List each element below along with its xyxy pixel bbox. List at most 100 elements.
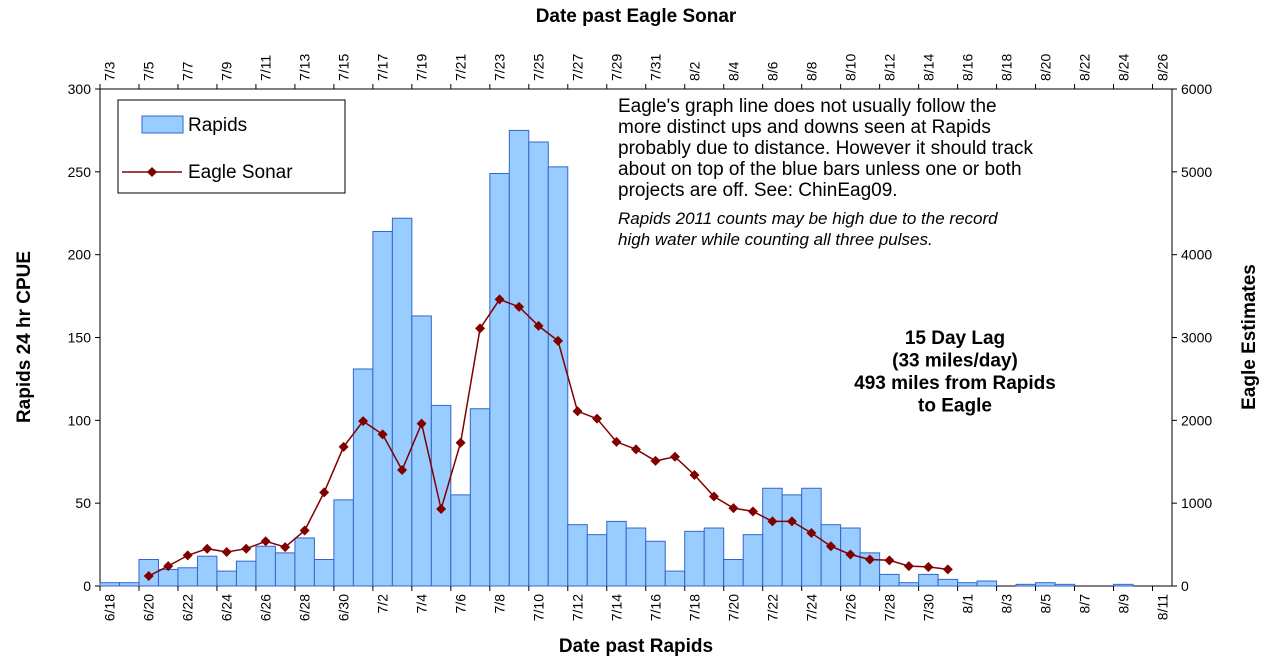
y-tick-label: 150 (68, 330, 92, 346)
x2-tick-label: 7/13 (297, 54, 313, 81)
bar (937, 578, 959, 587)
marker (163, 561, 174, 572)
y-tick-label: 300 (68, 81, 92, 97)
x2-tick-label: 8/10 (842, 54, 858, 81)
x-tick-label: 7/10 (531, 594, 547, 621)
x-tick-label: 7/26 (842, 594, 858, 621)
bar (781, 494, 803, 587)
x2-tick-label: 8/22 (1076, 54, 1092, 81)
x-axis-title: Date past Rapids (559, 636, 713, 657)
marker (280, 542, 291, 553)
marker (747, 506, 758, 517)
x-tick-label: 7/4 (414, 594, 430, 614)
bar (1054, 583, 1076, 587)
bar (1113, 583, 1134, 587)
bar (703, 527, 725, 587)
x-tick-label: 7/24 (803, 594, 819, 621)
bar (606, 520, 627, 587)
lag-note: 493 miles from Rapids (854, 373, 1056, 394)
bar (547, 166, 569, 587)
x-tick-label: 6/30 (336, 594, 352, 621)
marker (221, 547, 232, 558)
bar (118, 582, 140, 587)
x-tick-label: 8/3 (998, 594, 1014, 614)
bar (352, 368, 374, 587)
x2-tick-label: 7/15 (336, 54, 352, 81)
x-tick-label: 6/28 (297, 594, 313, 621)
marker (669, 451, 680, 462)
bar (625, 527, 647, 587)
bar (586, 534, 608, 587)
bar (1015, 583, 1037, 587)
x2-tick-label: 7/7 (180, 61, 196, 81)
x2-tick-label: 8/12 (881, 54, 897, 81)
x-tick-label: 6/18 (102, 594, 118, 621)
x2-tick-label: 8/26 (1154, 54, 1170, 81)
marker (338, 441, 349, 452)
x2-tick-label: 7/5 (141, 61, 157, 81)
legend-marker (147, 167, 157, 177)
marker (650, 455, 661, 466)
y2-tick-label: 3000 (1181, 330, 1212, 346)
bar (177, 567, 198, 587)
note: high water while counting all three puls… (618, 230, 933, 249)
y-tick-label: 0 (83, 578, 91, 594)
bar (391, 217, 413, 587)
bar (508, 129, 530, 587)
x-tick-label: 6/24 (219, 594, 235, 621)
y-tick-label: 50 (75, 495, 91, 511)
x2-tick-label: 8/14 (920, 54, 936, 81)
marker (942, 564, 953, 575)
note: Rapids 2011 counts may be high due to th… (618, 209, 998, 228)
marker (806, 527, 817, 538)
bar (723, 558, 744, 587)
bar (255, 545, 276, 587)
bar (1035, 582, 1056, 587)
lag-note: to Eagle (918, 396, 992, 417)
marker (825, 541, 836, 552)
x-tick-label: 7/22 (764, 594, 780, 621)
bar (976, 580, 998, 587)
x-tick-label: 7/20 (725, 594, 741, 621)
x2-tick-label: 7/29 (609, 54, 625, 81)
x2-tick-label: 8/8 (803, 61, 819, 81)
bar (196, 555, 218, 587)
bar (762, 487, 783, 587)
x2-tick-label: 7/25 (531, 54, 547, 81)
marker (689, 470, 700, 481)
marker (182, 550, 193, 561)
x2-tick-label: 8/6 (764, 61, 780, 81)
y2-tick-label: 2000 (1181, 412, 1212, 428)
legend-label: Eagle Sonar (188, 162, 293, 183)
x2-tick-label: 8/2 (686, 61, 702, 81)
bar (274, 552, 296, 587)
y-tick-label: 100 (68, 412, 92, 428)
bar (664, 570, 686, 587)
bar (99, 582, 120, 587)
marker (319, 487, 330, 498)
y2-tick-label: 5000 (1181, 164, 1212, 180)
legend-swatch (141, 115, 184, 134)
x2-tick-label: 7/21 (453, 54, 469, 81)
marker (553, 335, 564, 346)
marker (923, 561, 934, 572)
y-axis-title: Rapids 24 hr CPUE (14, 251, 35, 423)
bar (898, 582, 920, 587)
bar (216, 570, 237, 587)
x2-tick-label: 8/24 (1115, 54, 1131, 81)
bar (489, 172, 510, 587)
x-tick-label: 7/28 (881, 594, 897, 621)
x-tick-label: 7/16 (647, 594, 663, 621)
y2-tick-label: 1000 (1181, 495, 1212, 511)
annotation: more distinct ups and downs seen at Rapi… (618, 117, 991, 138)
annotation: about on top of the blue bars unless one… (618, 159, 1022, 180)
bar (528, 141, 549, 587)
annotation: Eagle's graph line does not usually foll… (618, 96, 997, 117)
marker (845, 549, 856, 560)
y2-tick-label: 4000 (1181, 247, 1212, 263)
legend-label: Rapids (188, 115, 247, 136)
marker (260, 536, 271, 547)
x-tick-label: 6/20 (141, 594, 157, 621)
marker (786, 516, 797, 527)
